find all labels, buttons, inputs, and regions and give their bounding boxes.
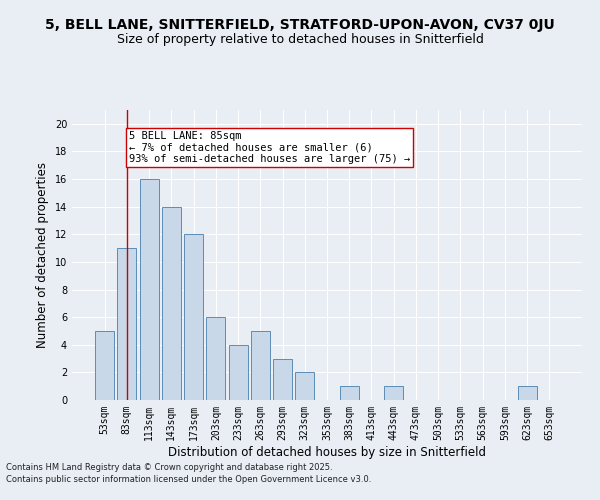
Bar (340, 386, 359, 400)
Text: Contains public sector information licensed under the Open Government Licence v3: Contains public sector information licen… (6, 475, 371, 484)
Bar (229, 345, 248, 400)
Bar (295, 372, 314, 400)
Y-axis label: Number of detached properties: Number of detached properties (36, 162, 49, 348)
Bar (184, 234, 203, 400)
Bar (273, 358, 292, 400)
Bar (140, 179, 158, 400)
X-axis label: Distribution of detached houses by size in Snitterfield: Distribution of detached houses by size … (168, 446, 486, 458)
Text: 5, BELL LANE, SNITTERFIELD, STRATFORD-UPON-AVON, CV37 0JU: 5, BELL LANE, SNITTERFIELD, STRATFORD-UP… (45, 18, 555, 32)
Bar (384, 386, 403, 400)
Text: Contains HM Land Registry data © Crown copyright and database right 2025.: Contains HM Land Registry data © Crown c… (6, 462, 332, 471)
Bar (162, 206, 181, 400)
Bar (251, 331, 270, 400)
Bar (118, 248, 136, 400)
Bar (206, 317, 225, 400)
Text: Size of property relative to detached houses in Snitterfield: Size of property relative to detached ho… (116, 32, 484, 46)
Bar (95, 331, 114, 400)
Text: 5 BELL LANE: 85sqm
← 7% of detached houses are smaller (6)
93% of semi-detached : 5 BELL LANE: 85sqm ← 7% of detached hous… (129, 130, 410, 164)
Bar (518, 386, 536, 400)
